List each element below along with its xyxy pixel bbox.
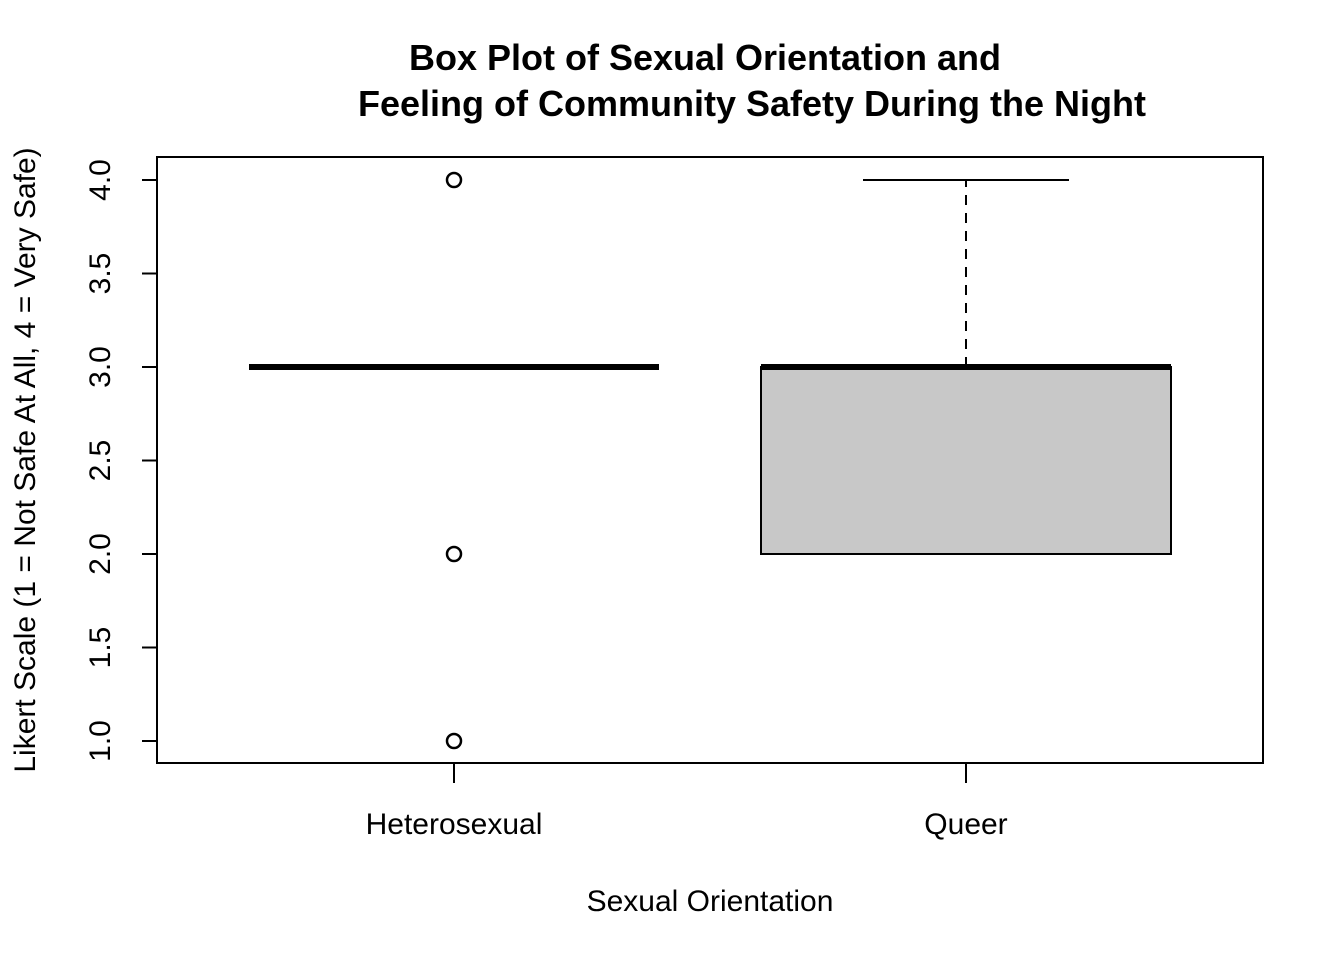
outlier-heterosexual-0 [445, 171, 463, 189]
x-tick-label-1: Queer [924, 808, 1007, 841]
chart-title-line-2: Feeling of Community Safety During the N… [358, 83, 1146, 124]
y-tick-label-2: 2.0 [84, 533, 117, 575]
plot-area: 1.0 1.5 2.0 2.5 3.0 3.5 4.0 Heterosexual Queer [84, 159, 1172, 841]
outlier-heterosexual-2 [445, 732, 463, 750]
outlier-heterosexual-1 [445, 545, 463, 563]
y-tick-label-5: 3.5 [84, 253, 117, 295]
y-tick-label-3: 2.5 [84, 440, 117, 482]
y-tick-label-1: 1.5 [84, 627, 117, 669]
x-axis-label: Sexual Orientation [587, 885, 834, 918]
y-tick-label-4: 3.0 [84, 346, 117, 388]
y-tick-label-6: 4.0 [84, 159, 117, 201]
plot-frame [156, 156, 1264, 764]
y-tick-label-0: 1.0 [84, 720, 117, 762]
x-tick-label-0: Heterosexual [366, 808, 543, 841]
chart-title-line-1: Box Plot of Sexual Orientation and [409, 37, 1001, 78]
y-axis-label: Likert Scale (1 = Not Safe At All, 4 = V… [9, 147, 42, 772]
box-queer [760, 366, 1172, 555]
